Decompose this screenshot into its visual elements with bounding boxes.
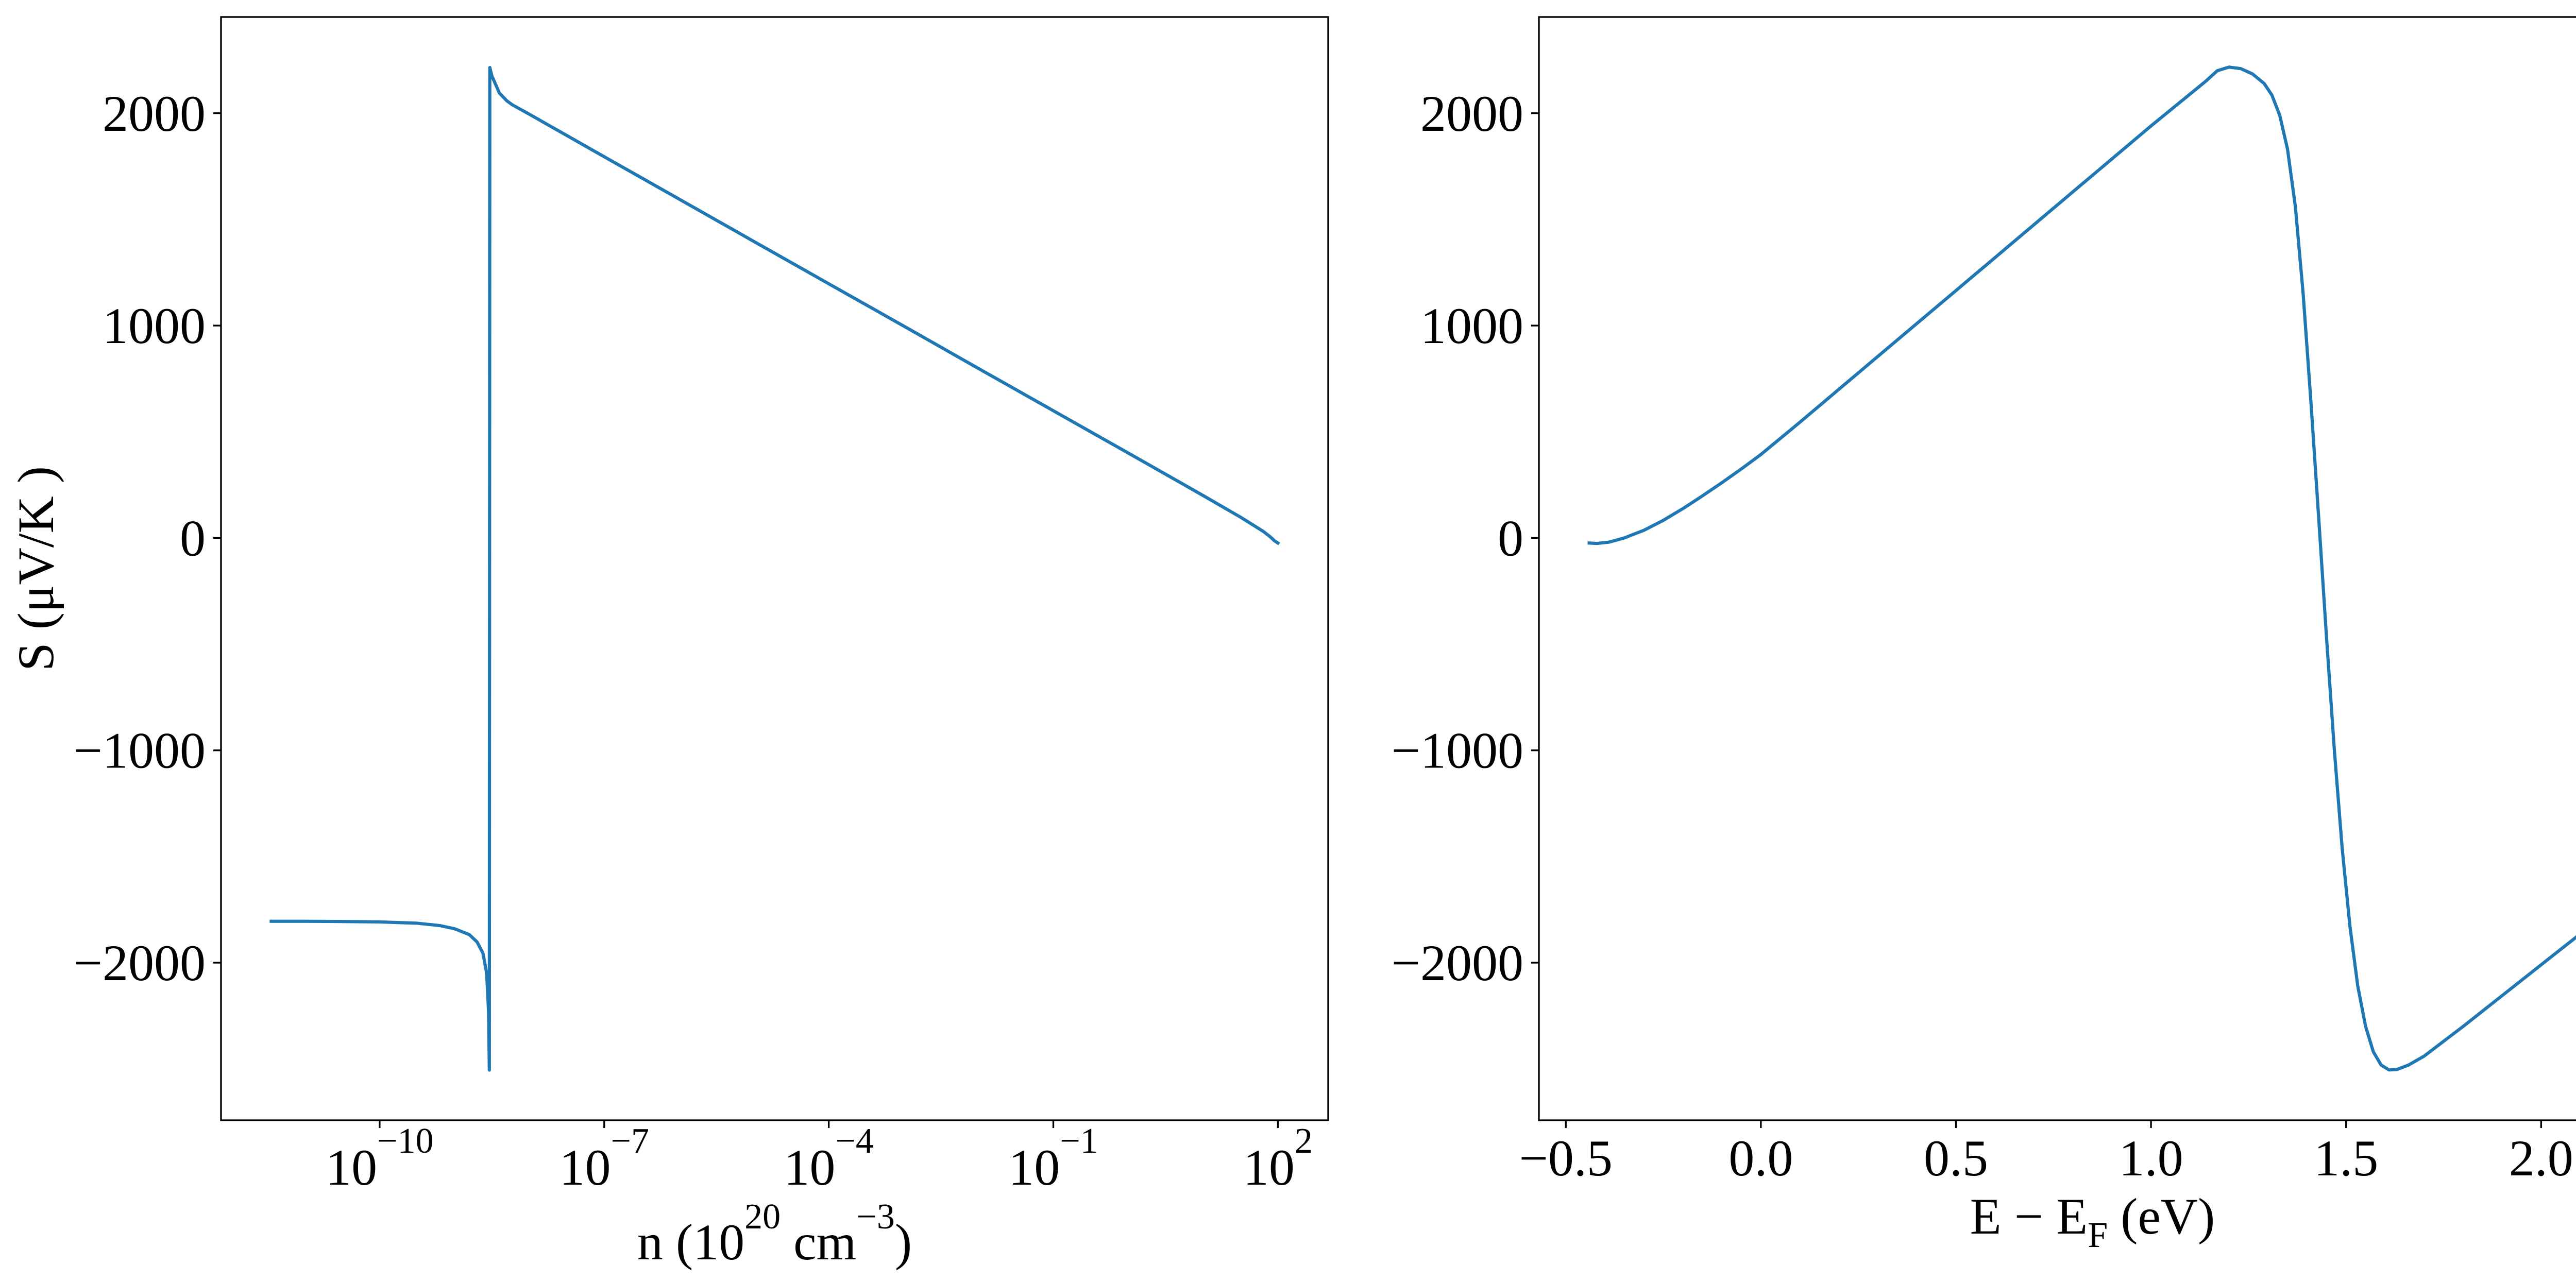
x-tick-label-exponent: −10	[377, 1121, 433, 1161]
subplot-2: 2000 1000 0 −1000 −2000 −0.5 0.0 0.5 1.0 1.5 2.0 E …	[1392, 16, 2576, 1255]
x-tick-label: 0.0	[1728, 1130, 1793, 1187]
y-tick-label: −2000	[74, 934, 206, 992]
x-tick-label: 1.0	[2119, 1130, 2183, 1187]
x-tick-label-base: 10	[1243, 1139, 1295, 1196]
series-line	[1587, 65, 2576, 1072]
x-axis-label-text-1: E − E	[1970, 1188, 2088, 1245]
x-tick-label: 10−7	[560, 1121, 649, 1196]
x-tick-label-base: 10	[1008, 1139, 1060, 1196]
x-axis-label-sup-2: −3	[856, 1197, 894, 1237]
y-tick-label: 2000	[103, 85, 206, 142]
y-tick-label: 1000	[103, 297, 206, 354]
axes-frame	[220, 16, 1329, 1121]
x-axis-label-text-2: cm	[781, 1213, 856, 1271]
x-tick-label-exponent: −4	[835, 1121, 873, 1161]
series-line	[269, 66, 1280, 1072]
y-tick-label: −1000	[1392, 722, 1523, 779]
x-tick-label: 10−4	[784, 1121, 873, 1196]
x-tick-label: 1.5	[2314, 1130, 2378, 1187]
x-axis-label-text-1: n (10	[637, 1213, 744, 1271]
x-axis-label: n (1020 cm−3)	[637, 1197, 912, 1271]
x-tick-label-exponent: −7	[611, 1121, 649, 1161]
x-tick-label: −0.5	[1519, 1130, 1613, 1187]
x-tick-label: 10−10	[326, 1121, 433, 1196]
axes-frame	[1538, 16, 2576, 1121]
y-axis-label: S (μV/K )	[7, 466, 64, 671]
y-tick-label: 2000	[1420, 85, 1523, 142]
x-tick-label: 0.5	[1924, 1130, 1988, 1187]
x-tick-label-exponent: 2	[1295, 1121, 1313, 1161]
x-axis-label-text-3: )	[895, 1213, 912, 1271]
y-tick-label: 0	[1498, 509, 1523, 567]
x-axis-label-text-2: (eV)	[2108, 1188, 2215, 1245]
x-axis-label: E − EF (eV)	[1970, 1188, 2215, 1255]
x-tick-label-base: 10	[784, 1139, 835, 1196]
x-tick-label: 2.0	[2509, 1130, 2573, 1187]
x-axis-label-sup-1: 20	[744, 1197, 781, 1237]
x-tick-label-exponent: −1	[1060, 1121, 1098, 1161]
y-tick-label: 0	[180, 509, 206, 567]
x-tick-label: 102	[1243, 1121, 1313, 1196]
x-tick-label: 10−1	[1008, 1121, 1098, 1196]
y-tick-label: −2000	[1392, 934, 1523, 992]
x-tick-label-base: 10	[560, 1139, 611, 1196]
y-tick-label: 1000	[1420, 297, 1523, 354]
x-axis-label-sub-1: F	[2088, 1216, 2108, 1255]
y-tick-label: −1000	[74, 722, 206, 779]
x-tick-label-base: 10	[326, 1139, 377, 1196]
